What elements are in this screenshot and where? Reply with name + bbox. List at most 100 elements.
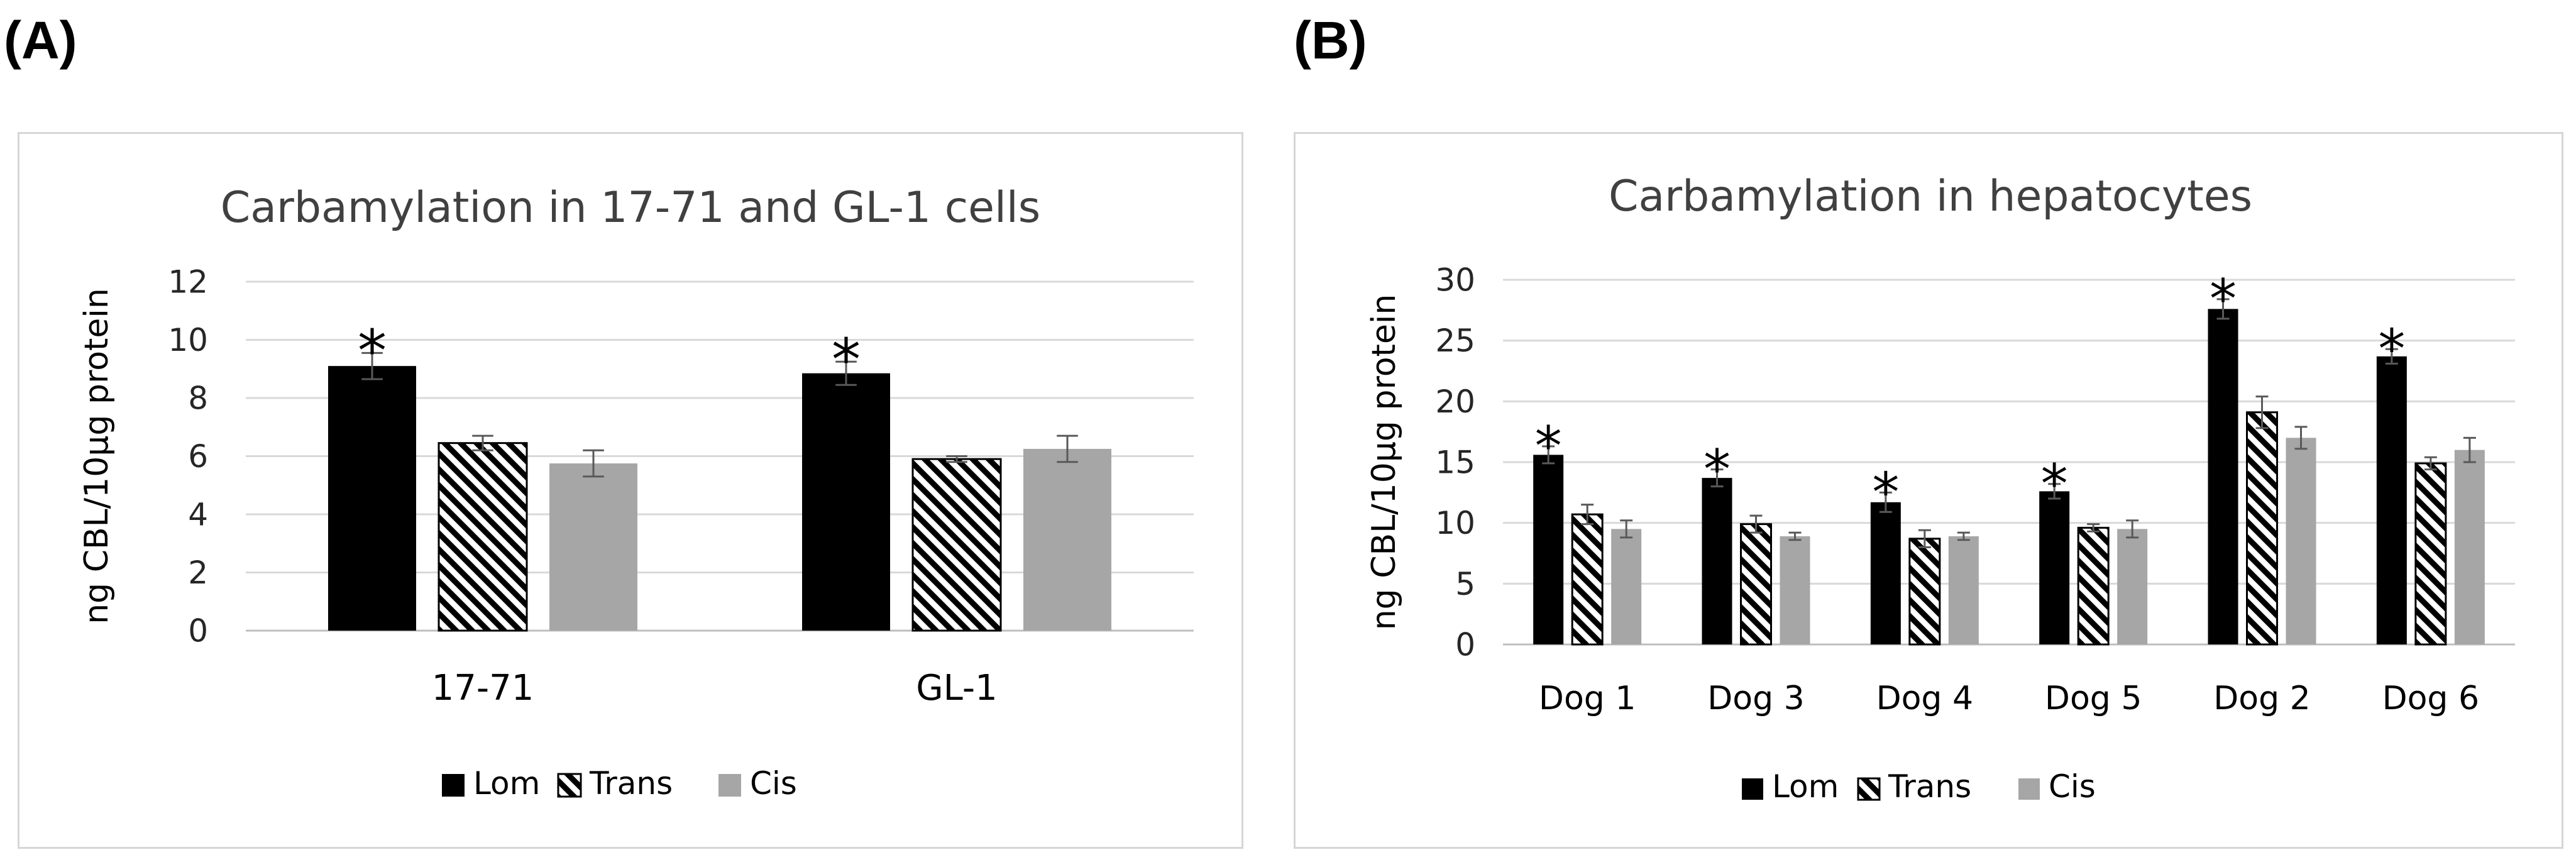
chart-b-significance-star-dog-1: * bbox=[1535, 415, 1562, 478]
chart-b-legend-swatch-trans bbox=[1857, 777, 1881, 801]
chart-b-legend-item-lom: Lom bbox=[1742, 768, 1839, 805]
chart-b-legend-swatch-cis bbox=[2018, 778, 2040, 800]
chart-a-legend-label-trans: Trans bbox=[589, 765, 673, 802]
chart-a-legend-item-trans: Trans bbox=[557, 765, 673, 802]
chart-a-y-axis-label: ng CBL/10µg protein bbox=[78, 288, 116, 624]
chart-b-errorbar-cis-dog-2 bbox=[2294, 426, 2308, 450]
chart-a-legend-swatch-lom bbox=[442, 774, 465, 797]
chart-b-errorbar-trans-dog-3 bbox=[1749, 514, 1763, 534]
chart-b-bar-cis-dog-1 bbox=[1611, 529, 1642, 644]
chart-b-ytick-label: 5 bbox=[1455, 566, 1475, 602]
chart-a-errorbar-lom-gl-1 bbox=[835, 360, 857, 386]
chart-a-significance-star-gl-1: * bbox=[832, 326, 861, 394]
chart-b-bar-trans-dog-5 bbox=[2077, 526, 2110, 646]
chart-b-bar-lom-dog-3 bbox=[1702, 478, 1732, 644]
chart-a-ytick-label: 0 bbox=[188, 613, 208, 649]
chart-b-errorbar-lom-dog-6 bbox=[2385, 348, 2398, 365]
chart-b-category-label-dog-5: Dog 5 bbox=[2045, 680, 2142, 717]
chart-a-bar-lom-gl-1 bbox=[802, 373, 890, 631]
chart-b-bar-lom-dog-2 bbox=[2208, 309, 2238, 644]
chart-a-ytick-label: 12 bbox=[168, 264, 208, 301]
chart-b-errorbar-lom-dog-4 bbox=[1879, 491, 1892, 513]
chart-b-bar-lom-dog-6 bbox=[2376, 356, 2407, 644]
chart-b-significance-star-dog-5: * bbox=[2041, 453, 2068, 516]
chart-a-ytick-label: 10 bbox=[168, 322, 208, 358]
chart-b-bar-cis-dog-3 bbox=[1780, 536, 1810, 644]
chart-b-errorbar-lom-dog-2 bbox=[2216, 298, 2230, 320]
chart-a-bar-lom-17-71 bbox=[328, 366, 416, 631]
chart-a-errorbar-cis-17-71 bbox=[583, 449, 604, 478]
chart-a-category-label-17-71: 17-71 bbox=[432, 668, 534, 709]
chart-b-category-label-dog-4: Dog 4 bbox=[1876, 680, 1973, 717]
chart-a-legend-label-lom: Lom bbox=[473, 765, 540, 802]
chart-b-errorbar-cis-dog-6 bbox=[2463, 436, 2476, 463]
chart-b-errorbar-trans-dog-5 bbox=[2087, 523, 2100, 533]
chart-b-ytick-label: 10 bbox=[1435, 505, 1475, 541]
chart-b-errorbar-cis-dog-5 bbox=[2126, 519, 2139, 539]
chart-b-y-axis-label: ng CBL/10µg protein bbox=[1365, 294, 1403, 631]
chart-b-bar-cis-dog-5 bbox=[2117, 529, 2148, 644]
chart-b-significance-star-dog-2: * bbox=[2210, 268, 2237, 331]
chart-b-bar-cis-dog-2 bbox=[2286, 438, 2316, 644]
chart-a-bar-cis-17-71 bbox=[549, 463, 637, 631]
chart-b-errorbar-cis-dog-1 bbox=[1620, 519, 1633, 539]
chart-b-errorbar-lom-dog-1 bbox=[1542, 445, 1555, 465]
chart-b-category-label-dog-6: Dog 6 bbox=[2382, 680, 2479, 717]
chart-b-ytick-label: 30 bbox=[1435, 262, 1475, 299]
chart-b-errorbar-trans-dog-4 bbox=[1918, 529, 1931, 548]
chart-b-errorbar-lom-dog-5 bbox=[2048, 483, 2061, 500]
chart-a-legend-item-cis: Cis bbox=[718, 765, 797, 802]
chart-b-legend-item-trans: Trans bbox=[1857, 768, 1971, 805]
chart-b-bar-trans-dog-6 bbox=[2414, 462, 2447, 646]
chart-b-title: Carbamylation in hepatocytes bbox=[1609, 172, 2252, 221]
chart-a-bar-trans-17-71 bbox=[438, 442, 528, 632]
panel-a-label: (A) bbox=[4, 11, 77, 70]
chart-b-category-label-dog-2: Dog 2 bbox=[2213, 680, 2310, 717]
chart-b-ytick-label: 15 bbox=[1435, 445, 1475, 481]
chart-b-errorbar-trans-dog-2 bbox=[2255, 395, 2269, 429]
chart-b-errorbar-trans-dog-6 bbox=[2424, 456, 2437, 471]
chart-b-ytick-label: 0 bbox=[1455, 627, 1475, 663]
chart-b-bar-trans-dog-1 bbox=[1571, 513, 1604, 646]
chart-b-frame: Carbamylation in hepatocytes 0 5 10 15 20 25 30… bbox=[1294, 132, 2563, 849]
chart-b-significance-star-dog-4: * bbox=[1872, 461, 1899, 524]
chart-a-errorbar-lom-17-71 bbox=[361, 351, 383, 380]
chart-b-ytick-label: 20 bbox=[1435, 384, 1475, 420]
chart-a-errorbar-trans-gl-1 bbox=[946, 455, 967, 463]
chart-a-legend-label-cis: Cis bbox=[750, 765, 797, 802]
chart-a-bar-cis-gl-1 bbox=[1023, 448, 1111, 631]
chart-b-significance-star-dog-3: * bbox=[1704, 438, 1731, 501]
chart-b-bar-trans-dog-4 bbox=[1908, 538, 1941, 646]
chart-a-legend-swatch-trans bbox=[557, 773, 582, 798]
panel-b-label: (B) bbox=[1294, 11, 1367, 70]
chart-b-errorbar-cis-dog-3 bbox=[1788, 531, 1802, 541]
chart-a-ytick-label: 8 bbox=[188, 380, 208, 417]
chart-b-ytick-label: 25 bbox=[1435, 323, 1475, 359]
chart-a-frame: Carbamylation in 17-71 and GL-1 cells 0 2 4… bbox=[18, 132, 1243, 849]
chart-b-bar-lom-dog-5 bbox=[2039, 491, 2070, 644]
chart-b-significance-star-dog-6: * bbox=[2378, 318, 2405, 381]
chart-b: Carbamylation in hepatocytes 0 5 10 15 20 25 30… bbox=[1365, 172, 2515, 805]
chart-a-errorbar-trans-17-71 bbox=[472, 434, 493, 451]
chart-b-legend-swatch-lom bbox=[1742, 778, 1763, 800]
chart-a-ytick-label: 4 bbox=[188, 497, 208, 533]
chart-a-significance-star-17-71: * bbox=[358, 318, 387, 385]
chart-b-bar-cis-dog-4 bbox=[1948, 536, 1979, 644]
chart-a-legend-item-lom: Lom bbox=[442, 765, 540, 802]
chart-b-category-label-dog-1: Dog 1 bbox=[1539, 680, 1636, 717]
chart-b-bar-cis-dog-6 bbox=[2454, 450, 2485, 644]
chart-a-bar-trans-gl-1 bbox=[911, 458, 1002, 632]
chart-b-bar-lom-dog-1 bbox=[1533, 455, 1564, 644]
chart-a: Carbamylation in 17-71 and GL-1 cells 0 2 4… bbox=[78, 183, 1194, 802]
chart-b-bar-trans-dog-2 bbox=[2246, 411, 2278, 646]
chart-b-legend-label-trans: Trans bbox=[1888, 768, 1971, 805]
chart-a-errorbar-cis-gl-1 bbox=[1057, 434, 1078, 463]
chart-b-legend-label-lom: Lom bbox=[1772, 768, 1839, 805]
chart-b-bar-lom-dog-4 bbox=[1870, 502, 1901, 644]
chart-b-errorbar-cis-dog-4 bbox=[1957, 531, 1970, 541]
chart-b-legend-item-cis: Cis bbox=[2018, 768, 2096, 805]
chart-b-errorbar-lom-dog-3 bbox=[1710, 468, 1724, 488]
chart-a-title: Carbamylation in 17-71 and GL-1 cells bbox=[221, 183, 1040, 233]
chart-b-legend-label-cis: Cis bbox=[2049, 768, 2096, 805]
chart-b-category-label-dog-3: Dog 3 bbox=[1707, 680, 1804, 717]
